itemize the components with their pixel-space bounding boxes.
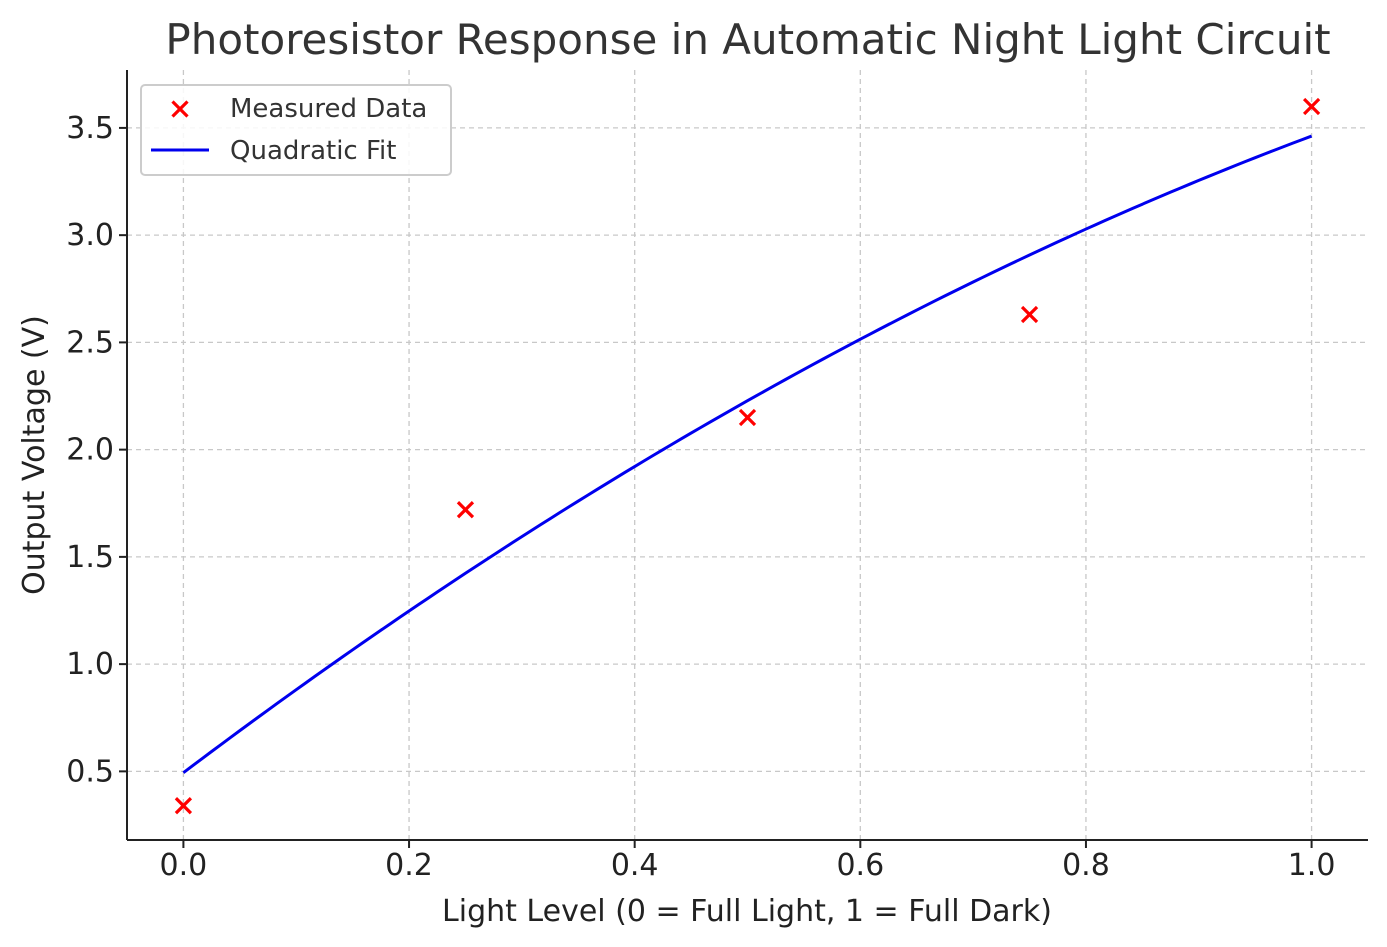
y-tick-label: 1.5	[66, 540, 114, 575]
y-ticks: 0.5 1.0 1.5 2.0 2.5 3.0 3.5	[66, 111, 127, 789]
x-tick-label: 0.0	[160, 848, 208, 883]
data-point-marker	[738, 408, 757, 427]
y-tick-label: 3.0	[66, 218, 114, 253]
grid	[127, 70, 1368, 840]
chart-title: Photoresistor Response in Automatic Nigh…	[165, 15, 1330, 64]
x-tick-label: 0.2	[385, 848, 433, 883]
fit-layer	[182, 134, 1313, 774]
y-tick-label: 3.5	[66, 111, 114, 146]
y-tick-label: 1.0	[66, 647, 114, 682]
fit-line	[182, 134, 1313, 774]
x-tick-label: 0.4	[611, 848, 659, 883]
x-axis-label: Light Level (0 = Full Light, 1 = Full Da…	[442, 894, 1052, 929]
legend-frame	[140, 84, 452, 176]
x-ticks: 0.0 0.2 0.4 0.6 0.8 1.0	[160, 840, 1336, 883]
x-tick-label: 1.0	[1288, 848, 1336, 883]
y-tick-label: 2.0	[66, 433, 114, 468]
y-axis-label: Output Voltage (V)	[17, 315, 52, 595]
legend-marker-x-icon	[171, 100, 189, 118]
y-tick-label: 2.5	[66, 325, 114, 360]
data-point-marker	[174, 797, 193, 815]
y-tick-label: 0.5	[66, 754, 114, 789]
x-tick-label: 0.8	[1062, 848, 1110, 883]
data-point-marker	[1020, 305, 1039, 324]
legend: Measured Data Quadratic Fit	[140, 84, 452, 176]
data-point-marker	[456, 501, 475, 519]
marker-layer	[174, 97, 1321, 815]
legend-label-fit: Quadratic Fit	[230, 136, 396, 166]
data-point-marker	[1302, 97, 1321, 116]
axes	[126, 70, 1368, 841]
legend-label-measured: Measured Data	[230, 94, 427, 124]
x-tick-label: 0.6	[836, 848, 884, 883]
